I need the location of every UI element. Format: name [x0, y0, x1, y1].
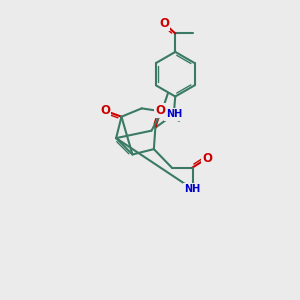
Text: O: O — [100, 104, 110, 117]
Text: NH: NH — [166, 109, 182, 119]
Text: O: O — [159, 16, 169, 30]
Text: O: O — [202, 152, 212, 164]
Text: NH: NH — [184, 184, 201, 194]
Text: O: O — [156, 104, 166, 117]
